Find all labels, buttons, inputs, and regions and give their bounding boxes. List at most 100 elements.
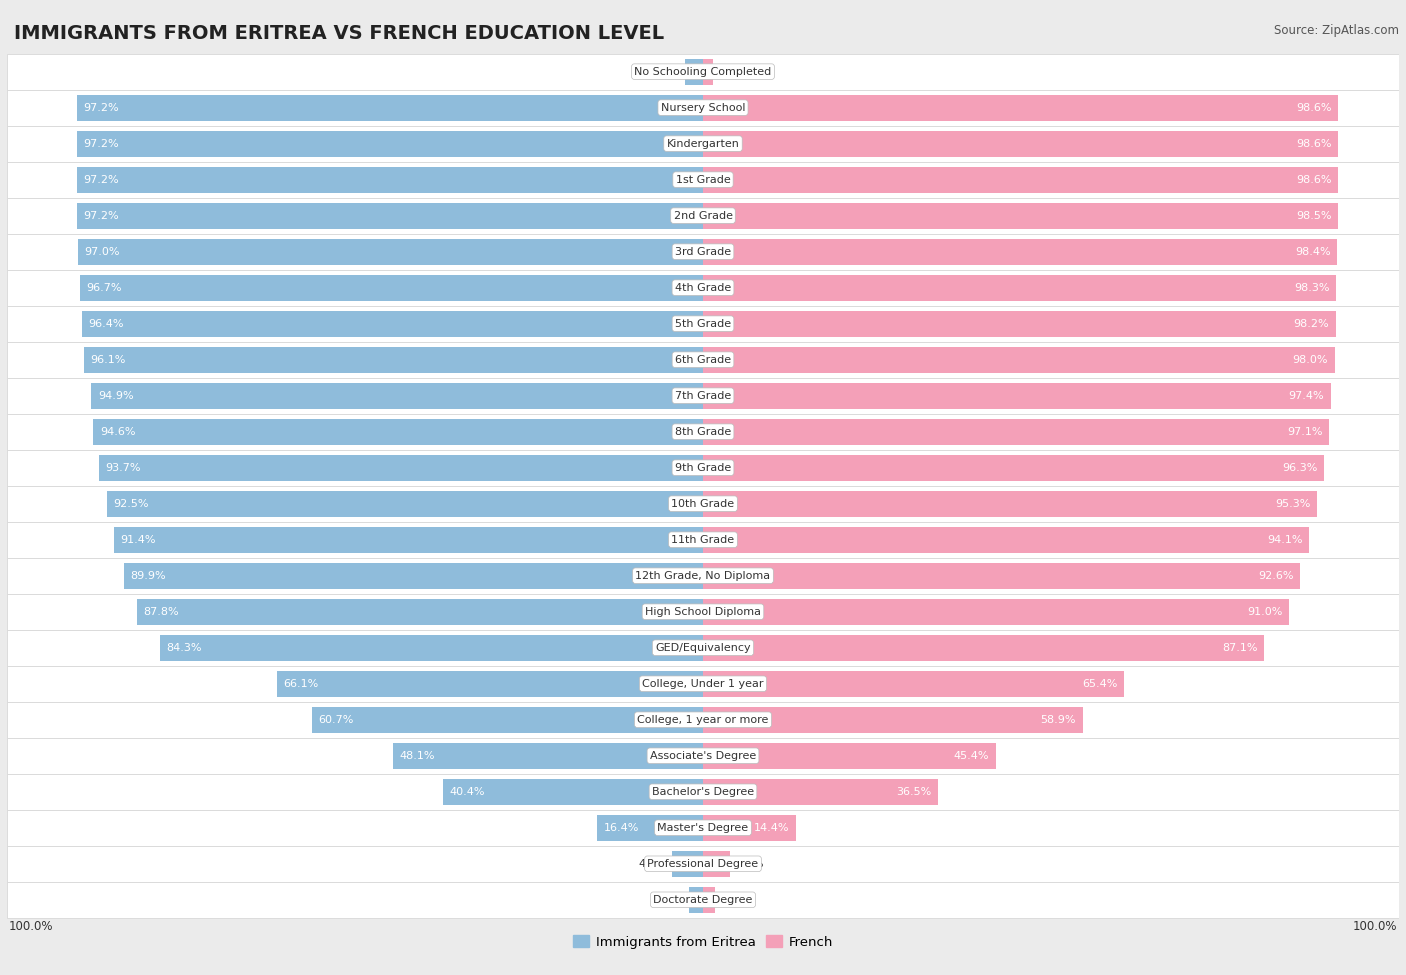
Text: 1.5%: 1.5% [718, 66, 747, 77]
Bar [703, 815, 796, 840]
Bar [703, 311, 1336, 336]
Bar [703, 635, 1264, 661]
Text: 97.2%: 97.2% [83, 138, 118, 148]
Text: 98.6%: 98.6% [1296, 138, 1331, 148]
Bar [703, 239, 1337, 264]
Bar [93, 418, 703, 445]
Text: 8th Grade: 8th Grade [675, 427, 731, 437]
Bar [689, 887, 703, 913]
Bar [7, 270, 1399, 306]
Text: Professional Degree: Professional Degree [647, 859, 759, 869]
Text: 97.4%: 97.4% [1288, 391, 1324, 401]
Text: 97.0%: 97.0% [84, 247, 120, 256]
Bar [80, 275, 703, 300]
Bar [703, 203, 1337, 228]
Bar [703, 707, 1083, 732]
Text: Master's Degree: Master's Degree [658, 823, 748, 833]
Text: 98.0%: 98.0% [1292, 355, 1329, 365]
Legend: Immigrants from Eritrea, French: Immigrants from Eritrea, French [568, 930, 838, 954]
Text: Kindergarten: Kindergarten [666, 138, 740, 148]
Bar [703, 131, 1339, 157]
Text: 2.8%: 2.8% [651, 66, 681, 77]
Text: Nursery School: Nursery School [661, 102, 745, 113]
Text: 100.0%: 100.0% [1353, 919, 1398, 932]
Text: Bachelor's Degree: Bachelor's Degree [652, 787, 754, 797]
Bar [703, 490, 1317, 517]
Bar [7, 198, 1399, 234]
Bar [7, 522, 1399, 558]
Bar [7, 341, 1399, 377]
Text: 84.3%: 84.3% [166, 643, 201, 652]
Bar [703, 418, 1329, 445]
Bar [7, 810, 1399, 845]
Bar [703, 671, 1125, 697]
Text: 96.7%: 96.7% [86, 283, 122, 292]
Bar [77, 239, 703, 264]
Text: 98.5%: 98.5% [1296, 211, 1331, 220]
Text: 93.7%: 93.7% [105, 463, 141, 473]
Bar [703, 167, 1339, 193]
Bar [7, 126, 1399, 162]
Text: 98.6%: 98.6% [1296, 102, 1331, 113]
Text: 66.1%: 66.1% [284, 679, 319, 688]
Text: 36.5%: 36.5% [897, 787, 932, 797]
Bar [7, 630, 1399, 666]
Text: 92.5%: 92.5% [114, 498, 149, 509]
Bar [76, 203, 703, 228]
Bar [76, 95, 703, 121]
Bar [7, 702, 1399, 738]
Text: 97.2%: 97.2% [83, 175, 118, 184]
Bar [84, 347, 703, 372]
Text: 98.3%: 98.3% [1295, 283, 1330, 292]
Text: 97.2%: 97.2% [83, 211, 118, 220]
Text: Associate's Degree: Associate's Degree [650, 751, 756, 760]
Text: No Schooling Completed: No Schooling Completed [634, 66, 772, 77]
Text: 3rd Grade: 3rd Grade [675, 247, 731, 256]
Bar [7, 90, 1399, 126]
Text: 87.1%: 87.1% [1222, 643, 1258, 652]
Bar [703, 383, 1330, 409]
Bar [703, 275, 1337, 300]
Bar [76, 167, 703, 193]
Text: Doctorate Degree: Doctorate Degree [654, 895, 752, 905]
Bar [312, 707, 703, 732]
Bar [138, 599, 703, 625]
Text: 95.3%: 95.3% [1275, 498, 1310, 509]
Text: 1.8%: 1.8% [720, 895, 748, 905]
Text: 2.1%: 2.1% [657, 895, 685, 905]
Text: 7th Grade: 7th Grade [675, 391, 731, 401]
Text: 97.2%: 97.2% [83, 102, 118, 113]
Text: 4.2%: 4.2% [735, 859, 763, 869]
Bar [7, 413, 1399, 449]
Text: 91.4%: 91.4% [121, 534, 156, 545]
Bar [7, 594, 1399, 630]
Bar [703, 779, 938, 804]
Text: 48.1%: 48.1% [399, 751, 434, 760]
Text: College, Under 1 year: College, Under 1 year [643, 679, 763, 688]
Text: 45.4%: 45.4% [953, 751, 990, 760]
Text: 65.4%: 65.4% [1083, 679, 1118, 688]
Text: 91.0%: 91.0% [1247, 606, 1282, 617]
Bar [703, 599, 1289, 625]
Text: 11th Grade: 11th Grade [672, 534, 734, 545]
Text: 4th Grade: 4th Grade [675, 283, 731, 292]
Text: 89.9%: 89.9% [131, 570, 166, 581]
Bar [703, 887, 714, 913]
Bar [703, 95, 1339, 121]
Text: 96.4%: 96.4% [89, 319, 124, 329]
Text: 100.0%: 100.0% [8, 919, 53, 932]
Bar [443, 779, 703, 804]
Bar [703, 563, 1299, 589]
Bar [7, 234, 1399, 270]
Bar [7, 774, 1399, 810]
Bar [7, 306, 1399, 341]
Bar [7, 54, 1399, 90]
Bar [7, 486, 1399, 522]
Bar [598, 815, 703, 840]
Bar [124, 563, 703, 589]
Text: 12th Grade, No Diploma: 12th Grade, No Diploma [636, 570, 770, 581]
Text: 1st Grade: 1st Grade [676, 175, 730, 184]
Bar [7, 377, 1399, 413]
Bar [7, 558, 1399, 594]
Bar [703, 743, 995, 768]
